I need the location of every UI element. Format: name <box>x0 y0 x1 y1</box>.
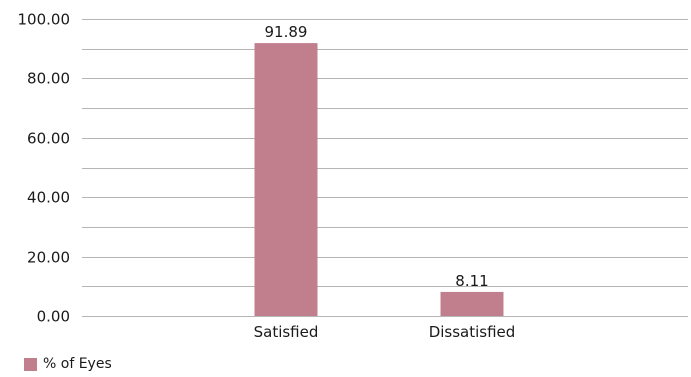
data-labels: 91.89 8.11 <box>265 23 489 290</box>
gridlines <box>82 19 688 317</box>
y-tick-label: 100.00 <box>18 11 71 29</box>
y-tick-label: 0.00 <box>37 308 70 326</box>
legend: % of Eyes <box>24 356 112 372</box>
y-axis-tick-labels: 0.00 20.00 40.00 60.00 80.00 100.00 <box>18 11 71 326</box>
legend-swatch <box>24 357 37 371</box>
y-tick-label: 40.00 <box>27 189 70 207</box>
data-label: 8.11 <box>455 272 488 290</box>
legend-label: % of Eyes <box>43 356 112 372</box>
y-tick-label: 80.00 <box>27 70 70 88</box>
bars <box>254 43 504 316</box>
x-tick-label: Dissatisfied <box>429 323 516 341</box>
y-tick-label: 60.00 <box>27 130 70 148</box>
x-tick-label: Satisfied <box>254 323 319 341</box>
bar <box>254 43 318 316</box>
y-tick-label: 20.00 <box>27 249 70 267</box>
data-label: 91.89 <box>265 23 308 41</box>
x-axis-tick-labels: Satisfied Dissatisfied <box>254 323 516 341</box>
bar <box>440 291 504 316</box>
